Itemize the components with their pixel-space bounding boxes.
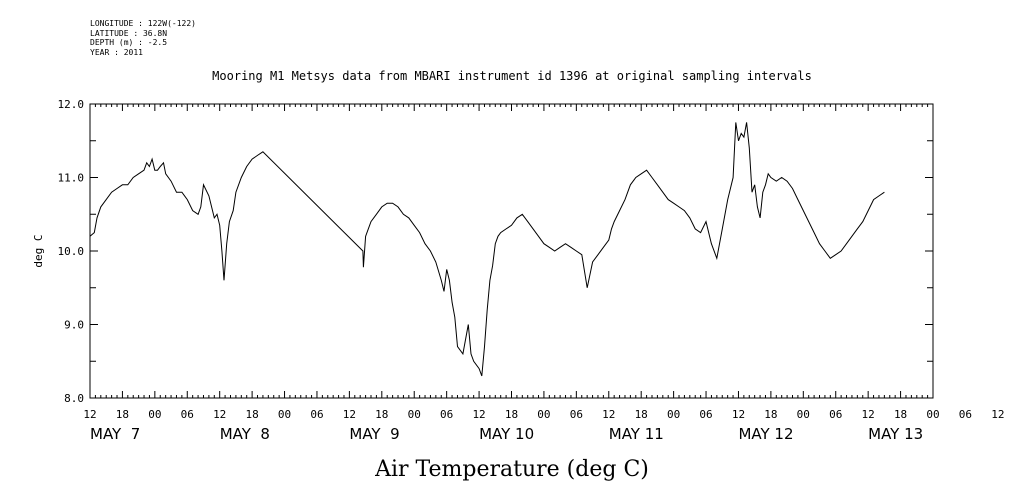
x-tick-label: 00 — [667, 408, 680, 421]
x-tick-label: 18 — [245, 408, 258, 421]
x-axis-label: Air Temperature (deg C) — [374, 457, 649, 482]
x-tick-label: 18 — [764, 408, 777, 421]
x-tick-label: 06 — [181, 408, 194, 421]
x-tick-label: 18 — [635, 408, 648, 421]
series-group — [89, 122, 885, 377]
chart-title: Mooring M1 Metsys data from MBARI instru… — [212, 69, 812, 83]
x-tick-label: 06 — [440, 408, 453, 421]
x-day-label: MAY 11 — [609, 425, 664, 443]
x-tick-label: 00 — [408, 408, 421, 421]
x-tick-label: 18 — [505, 408, 518, 421]
x-tick-label: 12 — [991, 408, 1004, 421]
x-tick-label: 12 — [343, 408, 356, 421]
x-tick-label: 00 — [797, 408, 810, 421]
x-tick-label: 06 — [699, 408, 712, 421]
meta-latitude: LATITUDE : 36.8N — [90, 28, 168, 38]
meta-longitude: LONGITUDE : 122W(-122) — [90, 19, 196, 28]
y-tick-label: 12.0 — [58, 98, 85, 111]
x-tick-label: 06 — [829, 408, 842, 421]
x-tick-label: 00 — [537, 408, 550, 421]
x-day-label: MAY 10 — [479, 425, 534, 443]
y-tick-label: 10.0 — [58, 245, 85, 258]
x-tick-label: 18 — [375, 408, 388, 421]
plot-frame — [89, 103, 934, 399]
x-tick-label: 12 — [602, 408, 615, 421]
y-axis: 8.0 9.0 10.0 11.0 12.0 — [58, 98, 933, 405]
x-tick-label: 00 — [148, 408, 161, 421]
x-tick-label: 06 — [570, 408, 583, 421]
y-tick-label: 11.0 — [58, 172, 85, 185]
x-tick-label: 06 — [310, 408, 323, 421]
x-tick-label: 06 — [959, 408, 972, 421]
y-tick-label: 8.0 — [64, 392, 84, 405]
x-day-label: MAY 8 — [220, 425, 270, 443]
x-tick-label: 12 — [862, 408, 875, 421]
x-day-label: MAY 13 — [868, 425, 923, 443]
series-line-air-temperature — [89, 122, 885, 377]
meta-year: YEAR : 2011 — [90, 47, 143, 57]
y-axis-label: deg C — [32, 234, 45, 267]
x-day-label: MAY 7 — [90, 425, 140, 443]
x-tick-label: 12 — [83, 408, 96, 421]
x-axis: 12 18 00 06 12 18 00 06 12 18 00 06 12 18 00 06 12 18 00 06… — [83, 104, 1004, 443]
x-tick-label: 00 — [926, 408, 939, 421]
x-day-label: MAY 12 — [738, 425, 793, 443]
meta-depth: DEPTH (m) : -2.5 — [90, 38, 168, 47]
x-tick-label: 12 — [732, 408, 745, 421]
metadata-block: LONGITUDE : 122W(-122) LATITUDE : 36.8N … — [90, 19, 196, 57]
x-tick-label: 00 — [278, 408, 291, 421]
x-day-label: MAY 9 — [349, 425, 399, 443]
x-tick-label: 18 — [894, 408, 907, 421]
x-tick-label: 18 — [116, 408, 129, 421]
x-tick-label: 12 — [472, 408, 485, 421]
x-tick-label: 12 — [213, 408, 226, 421]
y-tick-label: 9.0 — [64, 319, 84, 332]
